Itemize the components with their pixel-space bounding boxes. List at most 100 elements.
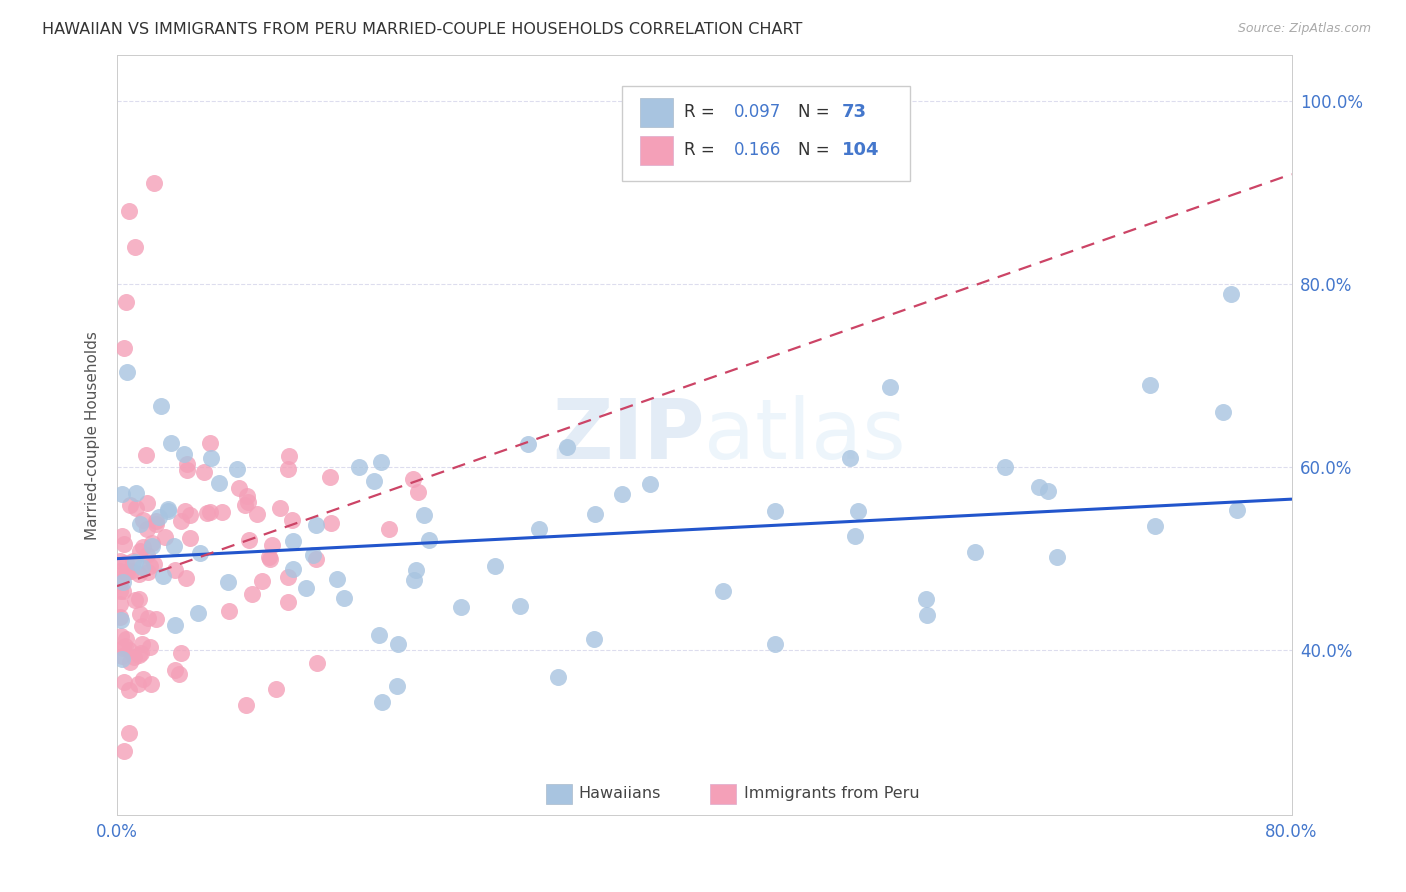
Point: [117, 683, 139, 698]
Point: [118, 725, 141, 739]
Point: [132, 513, 155, 527]
Point: [141, 539, 163, 553]
Bar: [710, 784, 735, 804]
Point: [124, 555, 146, 569]
Point: [142, 558, 165, 572]
Point: [1139, 377, 1161, 392]
Point: [111, 584, 134, 599]
Point: [277, 594, 299, 608]
Point: [347, 459, 370, 474]
Point: [333, 591, 356, 606]
Point: [141, 536, 163, 550]
Point: [124, 649, 146, 664]
Point: [321, 516, 343, 530]
Point: [236, 495, 259, 509]
Text: Source: ZipAtlas.com: Source: ZipAtlas.com: [1237, 22, 1371, 36]
Point: [127, 677, 149, 691]
Point: [638, 477, 661, 491]
Point: [305, 552, 328, 566]
Text: 0.166: 0.166: [734, 141, 780, 159]
Point: [131, 637, 153, 651]
Point: [111, 529, 134, 543]
Point: [236, 490, 259, 504]
Point: [170, 514, 193, 528]
Point: [179, 531, 201, 545]
Point: [114, 632, 136, 647]
Point: [136, 496, 159, 510]
Point: [111, 487, 134, 501]
FancyBboxPatch shape: [621, 86, 910, 180]
Point: [165, 564, 187, 578]
Point: [233, 498, 256, 512]
Point: [547, 670, 569, 684]
Point: [112, 744, 135, 758]
Point: [176, 571, 198, 585]
Point: [108, 554, 131, 568]
Point: [153, 530, 176, 544]
Point: [179, 508, 201, 522]
Point: [583, 507, 606, 521]
Point: [1046, 550, 1069, 565]
Point: [257, 549, 280, 564]
Point: [582, 632, 605, 646]
Point: [111, 641, 134, 656]
Point: [125, 486, 148, 500]
Point: [114, 295, 136, 310]
Point: [156, 502, 179, 516]
Point: [132, 540, 155, 554]
Point: [208, 475, 231, 490]
Point: [1212, 405, 1234, 419]
Point: [141, 677, 163, 691]
Point: [484, 558, 506, 573]
Point: [111, 574, 134, 589]
Point: [136, 522, 159, 536]
Point: [260, 538, 283, 552]
Point: [368, 628, 391, 642]
Point: [1219, 286, 1241, 301]
Point: [295, 581, 318, 595]
Point: [128, 566, 150, 581]
Text: N =: N =: [799, 103, 830, 121]
Point: [517, 436, 540, 450]
Point: [406, 484, 429, 499]
Point: [509, 599, 531, 613]
Point: [612, 487, 634, 501]
Text: 104: 104: [842, 141, 879, 159]
Point: [118, 499, 141, 513]
Point: [228, 481, 250, 495]
Point: [402, 573, 425, 587]
Point: [371, 694, 394, 708]
Point: [269, 500, 291, 515]
Point: [152, 569, 174, 583]
Point: [124, 240, 146, 254]
Point: [838, 451, 860, 466]
Point: [763, 637, 786, 651]
Point: [108, 597, 131, 611]
Point: [1036, 484, 1059, 499]
Point: [225, 462, 247, 476]
Point: [326, 572, 349, 586]
Point: [115, 556, 138, 570]
Text: 73: 73: [842, 103, 866, 121]
Point: [124, 592, 146, 607]
Point: [148, 509, 170, 524]
Point: [277, 462, 299, 476]
Point: [412, 508, 434, 522]
Point: [281, 562, 304, 576]
Point: [108, 610, 131, 624]
Point: [167, 667, 190, 681]
Point: [170, 646, 193, 660]
Point: [246, 508, 269, 522]
Y-axis label: Married-couple Households: Married-couple Households: [86, 331, 100, 540]
Point: [129, 607, 152, 621]
Point: [711, 584, 734, 599]
Point: [156, 504, 179, 518]
Point: [111, 652, 134, 666]
Point: [763, 504, 786, 518]
Point: [195, 506, 218, 520]
Point: [136, 611, 159, 625]
Point: [915, 591, 938, 606]
Text: ZIP: ZIP: [551, 394, 704, 475]
Point: [993, 460, 1015, 475]
Point: [190, 546, 212, 560]
